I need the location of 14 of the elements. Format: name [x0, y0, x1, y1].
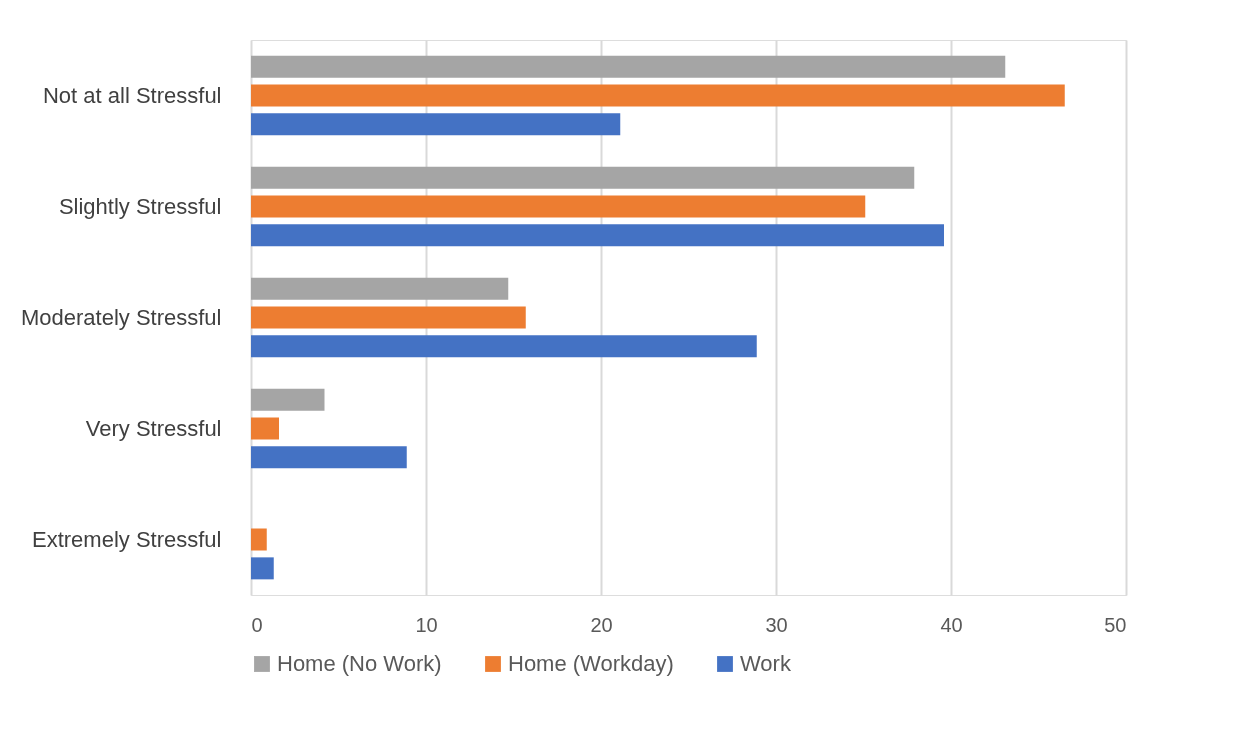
y-tick-label: Slightly Stressful — [58, 193, 222, 219]
x-tick-label: 20 — [590, 613, 613, 636]
x-tick-label: 50 — [1104, 613, 1127, 636]
y-tick-label: Extremely Stressful — [32, 526, 222, 552]
y-tick-label: Not at all Stressful — [42, 82, 222, 108]
x-tick-label: 10 — [415, 613, 438, 636]
x-tick-label: 30 — [765, 613, 788, 636]
x-tick-label: 0 — [251, 613, 263, 636]
y-tick-label: Moderately Stressful — [20, 304, 222, 330]
legend-label: Home (No Work) — [277, 651, 442, 676]
legend-label: Home (Workday) — [508, 651, 674, 676]
legend-label: Work — [740, 651, 792, 676]
x-tick-label: 40 — [940, 613, 963, 636]
y-tick-label: Very Stressful — [85, 415, 222, 441]
